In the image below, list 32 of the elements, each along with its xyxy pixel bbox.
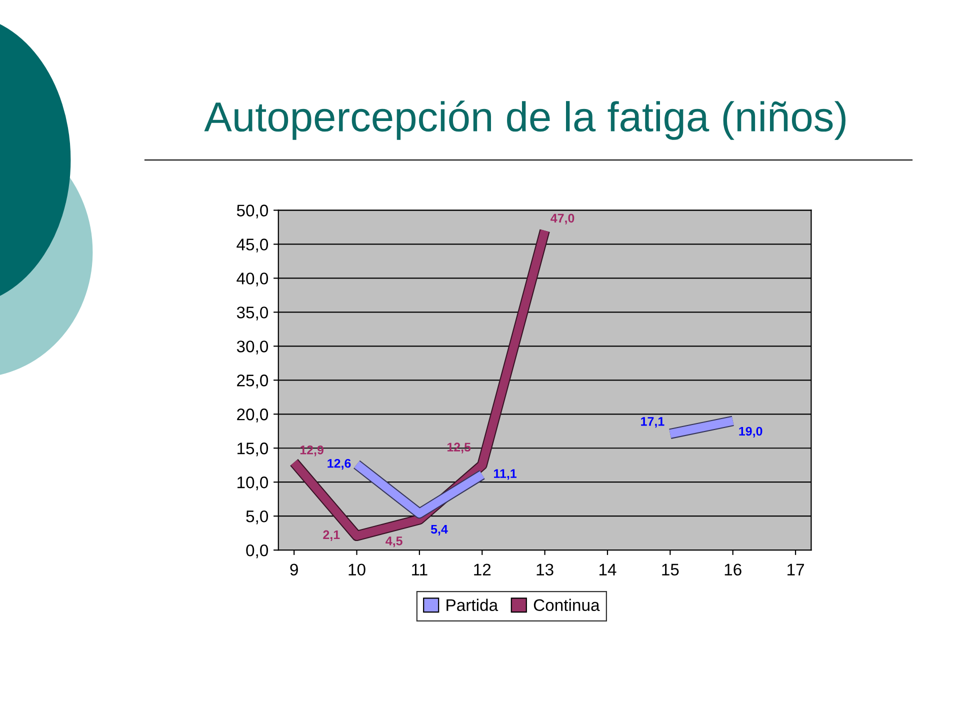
y-tick-label: 25,0: [237, 374, 268, 388]
x-tick-label: 17: [788, 564, 804, 576]
x-tick-label: 9: [290, 564, 298, 576]
x-tick-label: 10: [348, 564, 366, 576]
data-label: 47,0: [550, 214, 574, 224]
x-tick-label: 12: [474, 564, 491, 576]
legend-label: Partida: [446, 598, 498, 612]
data-label: 11,1: [494, 469, 517, 480]
y-tick-label: 45,0: [236, 238, 268, 252]
data-label: 2,1: [323, 530, 340, 541]
y-tick-label: 20,0: [237, 408, 268, 422]
data-label: 17,1: [641, 417, 664, 428]
y-tick-label: 5,0: [246, 510, 268, 524]
data-label: 12,9: [300, 446, 324, 456]
x-tick-label: 11: [412, 564, 428, 576]
y-tick-label: 50,0: [236, 204, 268, 218]
data-label: 4,5: [386, 536, 402, 548]
y-tick-label: 15,0: [238, 442, 268, 456]
y-tick-label: 40,0: [236, 272, 268, 286]
x-tick-label: 15: [662, 564, 679, 576]
y-tick-label: 0,0: [246, 544, 268, 558]
y-tick-label: 30,0: [236, 340, 268, 354]
y-tick-label: 35,0: [236, 306, 268, 320]
y-tick-label: 10,0: [238, 476, 268, 490]
x-tick-label: 13: [536, 564, 554, 576]
legend-label: Continua: [534, 598, 600, 612]
chart-title: Autopercepción de la fatiga (niños): [204, 100, 846, 140]
data-label: 19,0: [739, 426, 762, 438]
x-tick-label: 14: [599, 564, 616, 576]
data-label: 12,6: [328, 458, 351, 470]
data-label: 5,4: [430, 524, 448, 536]
x-tick-label: 16: [724, 564, 742, 576]
